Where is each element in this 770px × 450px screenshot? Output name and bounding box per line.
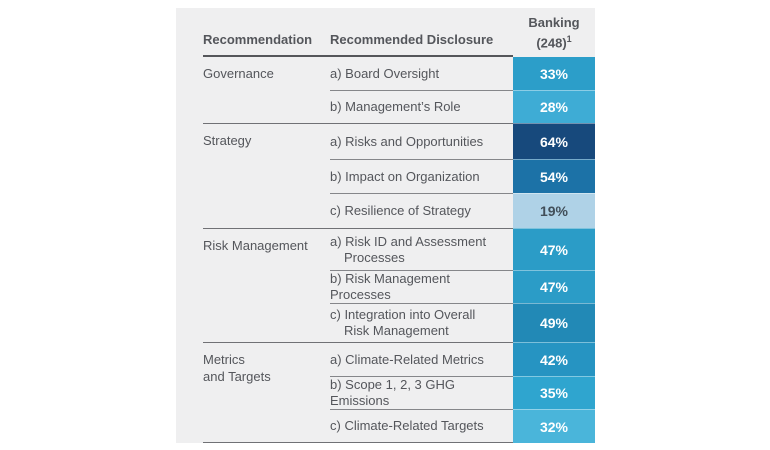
group-label-governance: Governance xyxy=(203,57,330,123)
value-cell-integration-overall: 49% xyxy=(513,303,595,342)
disclosure-integration-overall: c) Integration into Overall Risk Managem… xyxy=(330,303,513,342)
disclosure-text: Risk Management xyxy=(344,323,449,338)
value-cell-risks-and-opportunities: 64% xyxy=(513,123,595,159)
group-label-text: Metrics xyxy=(203,352,245,367)
disclosure-text: b) Management’s Role xyxy=(330,99,461,114)
column-header-disclosure: Recommended Disclosure xyxy=(330,8,513,57)
disclosure-risk-management-processes: b) Risk Management Processes xyxy=(330,270,513,303)
footnote-marker: 1 xyxy=(566,33,572,44)
value-cell-resilience-of-strategy: 19% xyxy=(513,193,595,228)
group-label-text: Risk Management xyxy=(203,238,308,253)
column-header-banking-line1: Banking xyxy=(528,14,580,30)
disclosure-board-oversight: a) Board Oversight xyxy=(330,57,513,90)
disclosure-grid: Recommendation Recommended Disclosure Ba… xyxy=(203,8,595,443)
disclosure-impact-on-organization: b) Impact on Organization xyxy=(330,159,513,193)
value-cell-climate-related-targets: 32% xyxy=(513,409,595,443)
tcfd-banking-disclosure-table: Recommendation Recommended Disclosure Ba… xyxy=(176,8,595,443)
value-cell-climate-related-metrics: 42% xyxy=(513,342,595,376)
column-header-banking: Banking (248)1 xyxy=(513,8,595,57)
disclosure-risks-and-opportunities: a) Risks and Opportunities xyxy=(330,123,513,159)
disclosure-climate-related-targets: c) Climate-Related Targets xyxy=(330,409,513,443)
disclosure-ghg-emissions: b) Scope 1, 2, 3 GHG Emissions xyxy=(330,376,513,409)
banking-count: (248) xyxy=(536,35,567,50)
group-label-metrics-and-targets: Metrics and Targets xyxy=(203,342,330,443)
value-cell-risk-management-processes: 47% xyxy=(513,270,595,303)
disclosure-text: a) Board Oversight xyxy=(330,65,440,81)
disclosure-text: a) Risks and Opportunities xyxy=(330,133,484,149)
disclosure-text: c) Resilience of Strategy xyxy=(330,203,471,218)
disclosure-risk-id-assessment: a) Risk ID and Assessment Processes xyxy=(330,228,513,270)
column-header-recommendation-label: Recommendation xyxy=(203,32,313,47)
group-label-text: and Targets xyxy=(203,369,271,384)
disclosure-text: c) Climate-Related Targets xyxy=(330,418,484,433)
group-label-strategy: Strategy xyxy=(203,123,330,228)
disclosure-climate-related-metrics: a) Climate-Related Metrics xyxy=(330,342,513,376)
disclosure-text: a) Risk ID and Assessment xyxy=(330,233,487,249)
disclosure-resilience-of-strategy: c) Resilience of Strategy xyxy=(330,193,513,228)
column-header-banking-line2: (248)1 xyxy=(536,31,571,51)
column-header-disclosure-label: Recommended Disclosure xyxy=(330,32,494,47)
disclosure-text: b) Impact on Organization xyxy=(330,168,480,184)
group-label-text: Strategy xyxy=(203,133,252,148)
disclosure-text: a) Climate-Related Metrics xyxy=(330,351,484,367)
group-label-risk-management: Risk Management xyxy=(203,228,330,342)
value-cell-ghg-emissions: 35% xyxy=(513,376,595,409)
value-cell-risk-id-assessment: 47% xyxy=(513,228,595,270)
disclosure-text: Processes xyxy=(344,249,405,265)
disclosure-text: b) Scope 1, 2, 3 GHG Emissions xyxy=(330,377,456,408)
disclosure-text: c) Integration into Overall xyxy=(330,307,476,322)
value-cell-managements-role: 28% xyxy=(513,90,595,123)
disclosure-text: b) Risk Management Processes xyxy=(330,271,450,302)
group-label-text: Governance xyxy=(203,66,274,81)
disclosure-managements-role: b) Management’s Role xyxy=(330,90,513,123)
column-header-recommendation: Recommendation xyxy=(203,8,330,57)
value-cell-impact-on-organization: 54% xyxy=(513,159,595,193)
value-cell-board-oversight: 33% xyxy=(513,57,595,90)
